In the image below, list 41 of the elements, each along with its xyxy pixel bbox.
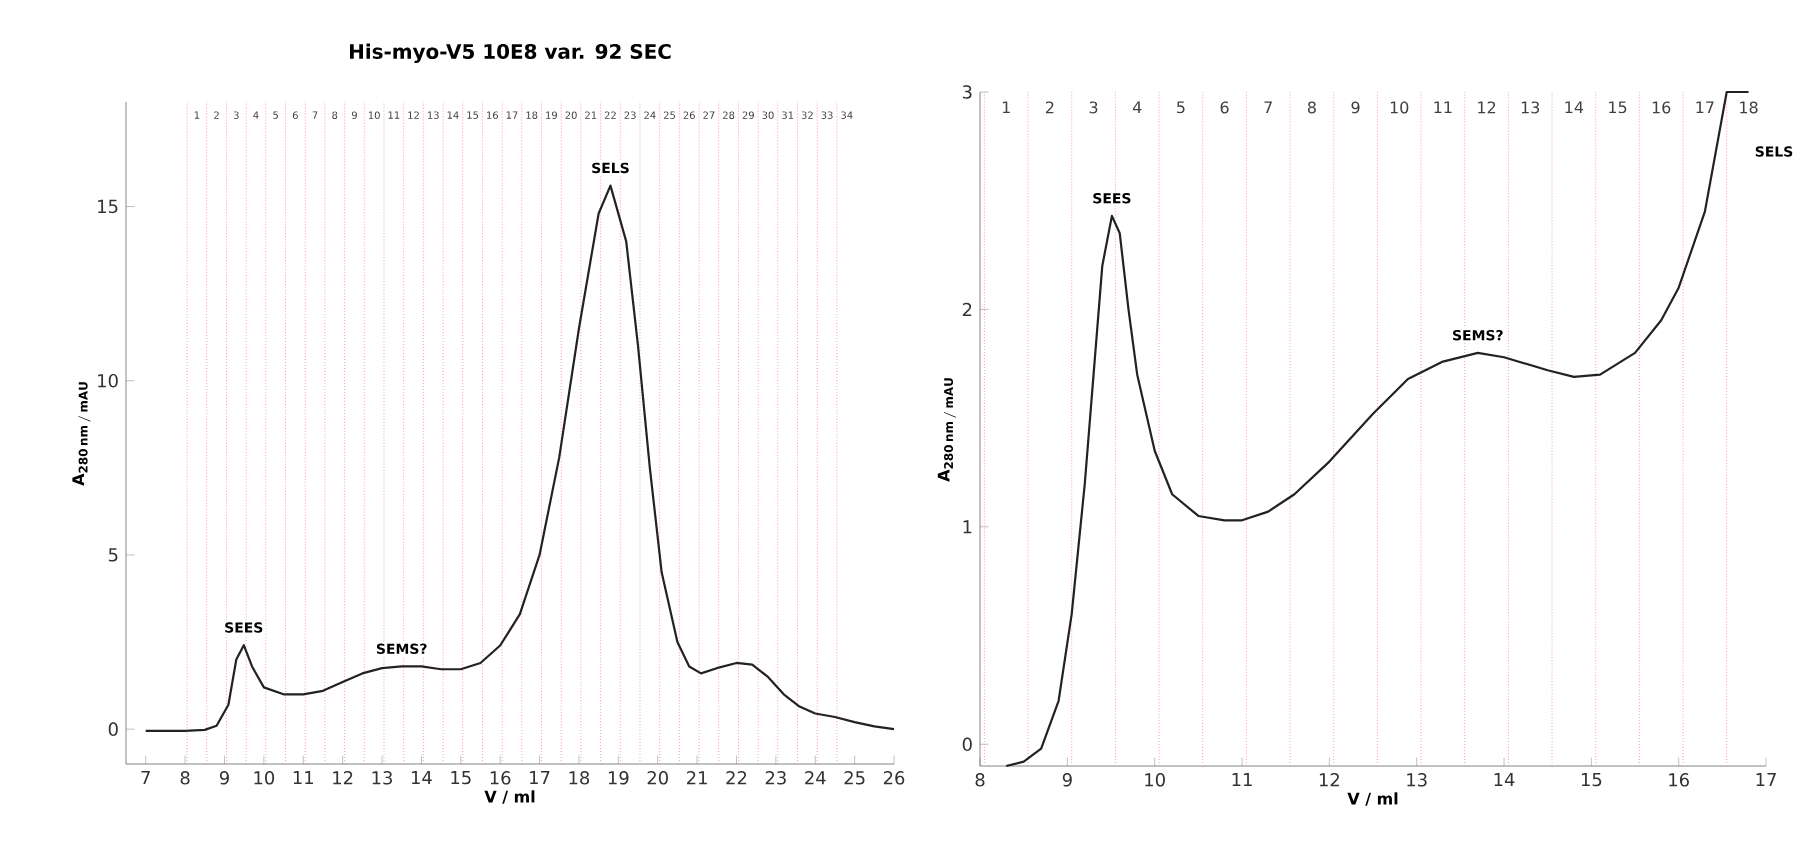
x-tick-label: 20 [647,771,668,785]
x-tick-label: 19 [608,771,629,785]
x-tick-label: 12 [333,771,353,785]
x-tick-label: 7 [141,771,150,785]
x-tick-label: 15 [1581,773,1602,787]
x-tick-label: 11 [1232,773,1252,787]
x-tick-label: 9 [219,771,229,785]
y-tick-label: 0 [108,722,118,736]
x-tick-label: 13 [372,771,392,785]
x-tick-label: 15 [451,771,471,785]
y-tick-label: 1 [963,520,972,534]
x-tick-label: 8 [975,773,985,787]
x-tick-label: 24 [805,771,826,785]
x-tick-label: 22 [726,771,747,785]
y-axis-title: $\mathbf{A}_{\mathbf{280\,nm\,/\,mAU}}$ [72,382,91,486]
x-tick-label: 25 [844,771,865,785]
x-tick-label: 10 [1145,773,1165,787]
x-tick-label: 21 [687,771,707,785]
y-tick-label: 2 [962,302,972,317]
x-tick-label: 17 [1756,773,1776,787]
x-tick-label: 14 [1494,773,1515,787]
y-tick-label: 5 [108,548,118,562]
x-tick-label: 17 [530,771,550,785]
x-tick-label: 14 [411,771,432,785]
y-tick-label: 3 [962,85,972,99]
x-tick-label: 26 [883,771,905,785]
y-axis-title: $\mathbf{A}_{\mathbf{280\,nm\,/\,mAU}}$ [937,378,956,482]
y-tick-label: 10 [98,373,118,388]
x-tick-label: 18 [569,771,590,785]
x-tick-label: 16 [490,771,511,785]
x-tick-label: 9 [1062,773,1072,787]
x-tick-label: 11 [293,771,313,785]
x-tick-label: 23 [765,771,786,785]
x-tick-label: 8 [180,771,190,785]
x-tick-label: 13 [1407,773,1427,787]
x-tick-label: 12 [1319,773,1339,787]
y-tick-label: 0 [962,737,972,752]
y-tick-label: 15 [98,199,118,214]
x-tick-label: 16 [1669,773,1689,787]
chart-title: His-myo-V5 10E8 var. 92 SEC [349,43,671,64]
x-tick-label: 10 [254,771,275,785]
